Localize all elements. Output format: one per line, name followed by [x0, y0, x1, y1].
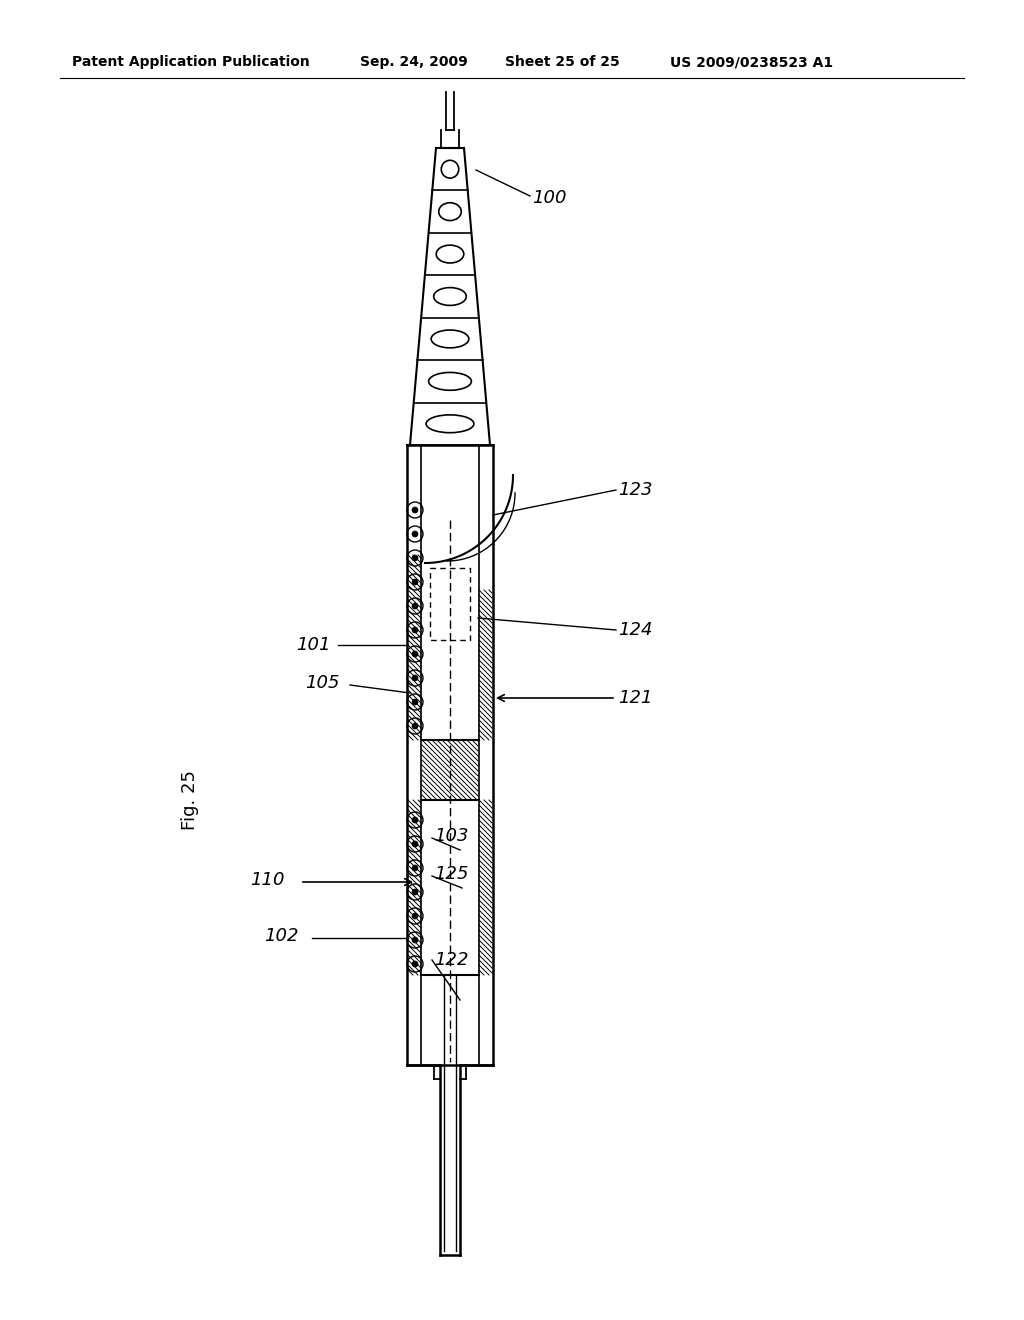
Circle shape: [412, 579, 418, 585]
Circle shape: [407, 812, 423, 828]
Circle shape: [412, 841, 418, 847]
Text: Sep. 24, 2009: Sep. 24, 2009: [360, 55, 468, 69]
Ellipse shape: [429, 372, 471, 391]
Circle shape: [407, 502, 423, 517]
Text: 125: 125: [434, 865, 469, 883]
Ellipse shape: [431, 330, 469, 348]
Circle shape: [407, 861, 423, 876]
Circle shape: [407, 956, 423, 972]
Text: Fig. 25: Fig. 25: [181, 770, 199, 830]
Ellipse shape: [441, 160, 459, 178]
Circle shape: [412, 651, 418, 657]
Text: 124: 124: [618, 620, 652, 639]
Circle shape: [412, 723, 418, 729]
Ellipse shape: [426, 414, 474, 433]
Circle shape: [412, 700, 418, 705]
Circle shape: [407, 525, 423, 543]
Circle shape: [412, 817, 418, 822]
Circle shape: [412, 675, 418, 681]
Circle shape: [407, 574, 423, 590]
Circle shape: [412, 865, 418, 871]
Circle shape: [407, 622, 423, 638]
Text: Patent Application Publication: Patent Application Publication: [72, 55, 309, 69]
Text: 105: 105: [305, 675, 340, 692]
Text: 103: 103: [434, 828, 469, 845]
Circle shape: [407, 694, 423, 710]
Ellipse shape: [436, 246, 464, 263]
Circle shape: [412, 603, 418, 609]
Circle shape: [407, 932, 423, 948]
Circle shape: [412, 961, 418, 968]
Text: 123: 123: [618, 480, 652, 499]
Text: 122: 122: [434, 950, 469, 969]
Text: US 2009/0238523 A1: US 2009/0238523 A1: [670, 55, 834, 69]
Ellipse shape: [438, 203, 461, 220]
Text: 101: 101: [296, 636, 331, 653]
Circle shape: [412, 913, 418, 919]
Circle shape: [407, 884, 423, 900]
Circle shape: [407, 598, 423, 614]
Circle shape: [412, 888, 418, 895]
Ellipse shape: [434, 288, 466, 305]
Text: 121: 121: [618, 689, 652, 708]
Text: 100: 100: [532, 189, 566, 207]
Circle shape: [412, 507, 418, 513]
Circle shape: [407, 908, 423, 924]
Text: 102: 102: [264, 927, 299, 945]
Circle shape: [407, 718, 423, 734]
Circle shape: [407, 645, 423, 663]
Circle shape: [412, 531, 418, 537]
Text: Sheet 25 of 25: Sheet 25 of 25: [505, 55, 620, 69]
Circle shape: [407, 550, 423, 566]
Circle shape: [412, 627, 418, 634]
Text: 110: 110: [250, 871, 285, 888]
Circle shape: [407, 671, 423, 686]
Circle shape: [407, 836, 423, 851]
Circle shape: [412, 937, 418, 942]
Circle shape: [412, 554, 418, 561]
